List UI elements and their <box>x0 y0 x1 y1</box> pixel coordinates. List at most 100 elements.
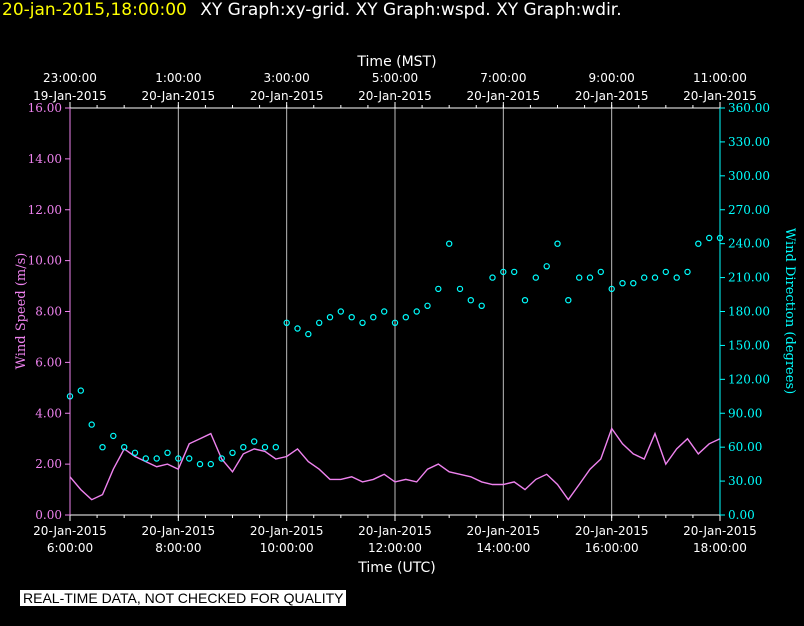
wdir-point <box>511 268 518 276</box>
wdir-point <box>131 449 139 456</box>
header-datetime: 20-jan-2015,18:00:00 <box>2 0 187 20</box>
wdir-point <box>456 285 464 293</box>
right-tick-label: 180.00 <box>728 305 770 319</box>
wdir-point <box>142 455 149 462</box>
grid-lines <box>177 108 613 515</box>
left-tick-label: 14.00 <box>28 152 62 166</box>
wdir-point <box>88 421 95 428</box>
wdir-point <box>630 280 637 287</box>
x-tick-label-bottom: 6:00:00 <box>47 541 93 555</box>
wdir-point <box>240 444 247 451</box>
x-tick-label-bottom: 14:00:00 <box>476 541 530 555</box>
x-tick-label-top: 20-Jan-2015 <box>467 89 541 103</box>
right-tick-label: 30.00 <box>728 474 762 488</box>
wdir-point <box>391 319 399 326</box>
wdir-point <box>175 455 182 462</box>
x-tick-label-top: 20-Jan-2015 <box>683 89 757 103</box>
left-axis-title: Wind Speed (m/s) <box>14 253 29 370</box>
left-tick-label: 2.00 <box>35 457 62 471</box>
wdir-point <box>706 234 713 242</box>
right-tick-label: 0.00 <box>728 508 755 522</box>
x-tick-label-top: 20-Jan-2015 <box>575 89 649 103</box>
wdir-point <box>283 319 290 326</box>
wdir-point <box>489 274 496 281</box>
wdir-point <box>250 438 258 445</box>
wdir-point <box>316 319 323 326</box>
wdir-point <box>120 444 128 451</box>
wdir-point <box>651 274 659 281</box>
wdir-point <box>695 240 702 247</box>
right-tick-label: 210.00 <box>728 271 770 285</box>
wdir-point <box>381 308 388 315</box>
left-tick-label: 10.00 <box>28 254 62 268</box>
x-tick-label-bottom: 20-Jan-2015 <box>467 524 541 538</box>
x-tick-label-top: 3:00:00 <box>264 71 310 85</box>
wdir-point <box>164 449 171 456</box>
chart-header: 20-jan-2015,18:00:00 XY Graph:xy-grid. X… <box>2 0 622 20</box>
wdir-point <box>446 240 453 247</box>
x-tick-label-bottom: 20-Jan-2015 <box>358 524 432 538</box>
x-tick-label-top: 5:00:00 <box>372 71 418 85</box>
right-axis-title: Wind Direction (degrees) <box>782 228 797 394</box>
wdir-point <box>196 460 204 468</box>
wdir-point <box>294 325 301 332</box>
wdir-point <box>521 297 529 304</box>
bottom-axis-title: Time (UTC) <box>357 560 435 576</box>
quality-disclaimer: REAL-TIME DATA, NOT CHECKED FOR QUALITY <box>20 590 347 606</box>
right-tick-label: 90.00 <box>728 406 762 420</box>
wdir-point <box>597 268 605 276</box>
wdir-point <box>673 274 680 281</box>
axes-layer: 20-Jan-2015 6:00:00 23:00:00 19-Jan-2015 20-… <box>28 71 770 555</box>
x-tick-label-top: 20-Jan-2015 <box>250 89 324 103</box>
wdir-point <box>684 268 691 276</box>
wdir-point <box>424 302 431 309</box>
x-tick-label-top: 1:00:00 <box>155 71 201 85</box>
x-tick-label-top: 19-Jan-2015 <box>33 89 107 103</box>
x-tick-label-bottom: 18:00:00 <box>693 541 747 555</box>
left-tick-label: 16.00 <box>28 101 62 115</box>
wdir-point <box>608 285 615 293</box>
right-tick-label: 60.00 <box>728 440 762 454</box>
right-tick-label: 300.00 <box>728 169 770 183</box>
right-tick-label: 270.00 <box>728 203 770 217</box>
x-tick-label-top: 11:00:00 <box>693 71 747 85</box>
x-tick-label-bottom: 10:00:00 <box>260 541 314 555</box>
wdir-point <box>370 314 377 321</box>
right-tick-label: 120.00 <box>728 372 770 386</box>
wdir-point <box>554 240 561 247</box>
x-tick-label-bottom: 12:00:00 <box>368 541 422 555</box>
wdir-point <box>337 308 344 315</box>
x-tick-label-bottom: 20-Jan-2015 <box>683 524 757 538</box>
x-tick-label-bottom: 16:00:00 <box>585 541 639 555</box>
wdir-point <box>413 308 420 315</box>
wdir-point <box>500 268 507 276</box>
wdir-point <box>467 297 474 304</box>
x-tick-label-top: 20-Jan-2015 <box>358 89 432 103</box>
wdir-point <box>543 263 550 270</box>
wdir-point <box>641 274 648 281</box>
x-tick-label-bottom: 20-Jan-2015 <box>33 524 107 538</box>
x-tick-label-bottom: 20-Jan-2015 <box>575 524 649 538</box>
wdir-point <box>348 314 355 321</box>
x-tick-label-bottom: 20-Jan-2015 <box>250 524 324 538</box>
wdir-point <box>359 319 366 326</box>
wspd-series-line <box>69 426 721 501</box>
wdir-point <box>99 444 106 451</box>
wdir-point <box>586 274 594 281</box>
x-tick-label-top: 7:00:00 <box>480 71 526 85</box>
wdir-point <box>619 280 626 287</box>
wdir-point <box>662 268 670 276</box>
wdir-point <box>185 455 193 462</box>
wdir-point <box>261 444 269 451</box>
wdir-point <box>478 302 485 309</box>
left-tick-label: 12.00 <box>28 203 62 217</box>
x-tick-label-top: 23:00:00 <box>43 71 97 85</box>
wdir-point <box>435 285 442 293</box>
wdir-point <box>326 314 334 321</box>
right-tick-label: 150.00 <box>728 338 770 352</box>
right-tick-label: 360.00 <box>728 101 770 115</box>
wdir-point <box>77 387 85 394</box>
x-tick-label-bottom: 8:00:00 <box>155 541 201 555</box>
wdir-point <box>153 455 160 462</box>
left-tick-label: 0.00 <box>35 508 62 522</box>
